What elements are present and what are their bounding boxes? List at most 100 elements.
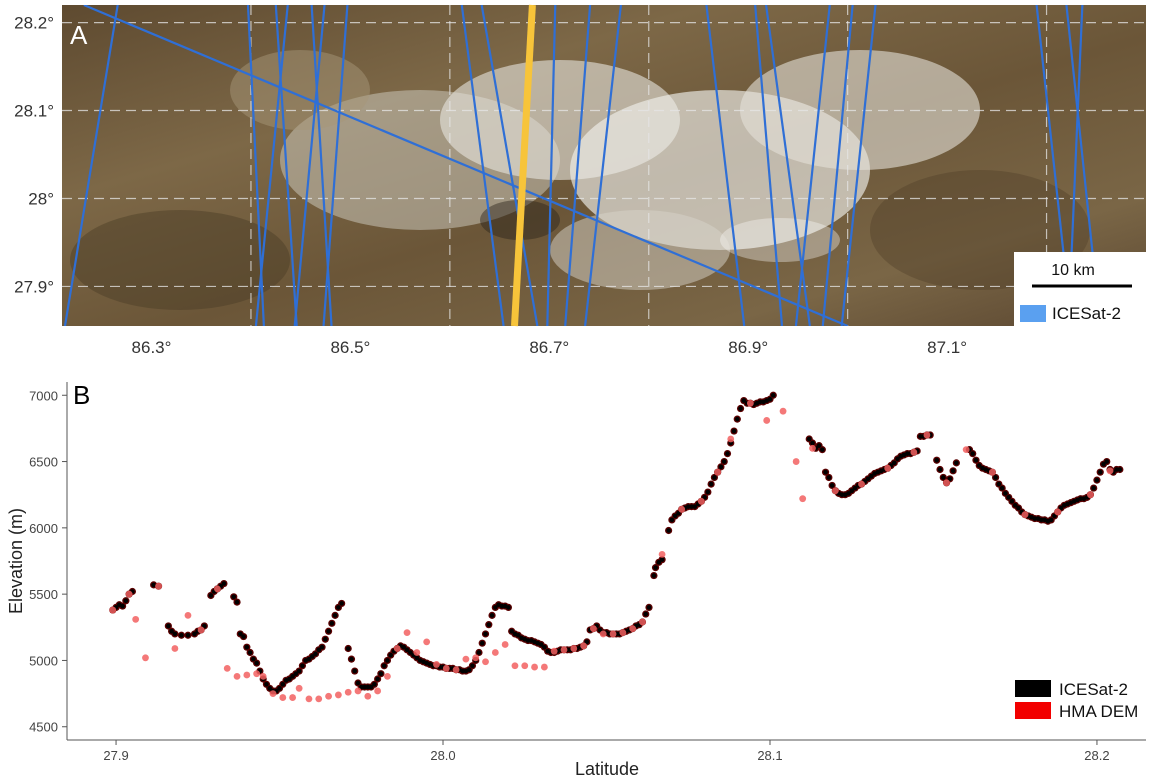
y-axis-title: Elevation (m) — [6, 508, 26, 614]
y-axis-ticks: 4500 5000 5500 6000 6500 7000 — [29, 388, 67, 735]
icesat2-point-core — [332, 613, 338, 618]
y-tick-label: 7000 — [29, 388, 58, 403]
icesat2-point-core — [509, 628, 514, 634]
icesat2-track — [480, 5, 539, 326]
hma-dem-point — [1087, 491, 1094, 499]
icesat2-point-core — [643, 611, 649, 617]
hma-dem-point — [792, 458, 800, 465]
icesat2-point-core — [313, 651, 318, 657]
panel-a-label: A — [70, 20, 88, 50]
icesat2-point-core — [712, 475, 717, 480]
x-tick-label: 28.2 — [1084, 748, 1109, 763]
hma-dem-point — [629, 625, 637, 633]
icesat2-point-core — [731, 428, 737, 434]
icesat2-point-core — [309, 654, 315, 659]
hma-dem-point — [334, 691, 342, 699]
hma-dem-point — [413, 649, 421, 656]
icesat2-point-core — [483, 631, 488, 637]
icesat2-point-core — [1009, 499, 1015, 504]
hma-dem-point — [531, 663, 538, 671]
lat-tick-label: 28.1° — [14, 102, 54, 121]
icesat2-point-core — [300, 663, 305, 669]
lon-tick-label: 86.3° — [132, 338, 172, 357]
icesat2-point-core — [976, 463, 982, 468]
icesat2-point-core — [1104, 459, 1110, 464]
icesat2-point-core — [241, 634, 246, 639]
icesat2-legend-swatch — [1020, 305, 1046, 322]
icesat2-point-core — [538, 642, 544, 647]
icesat2-track — [63, 5, 119, 326]
hma-dem-point — [184, 611, 192, 619]
icesat2-point-core — [1117, 467, 1123, 472]
lat-tick-label: 28.2° — [14, 14, 54, 33]
icesat2-point-core — [414, 655, 420, 661]
icesat2-point-core — [293, 671, 299, 677]
icesat2-point-core — [676, 510, 681, 516]
hma-dem-point — [590, 625, 597, 633]
icesat2-point-core — [352, 668, 358, 674]
icesat2-track — [840, 5, 877, 326]
hma-dem-point — [171, 645, 179, 652]
hma-dem-point — [746, 399, 754, 407]
hma-dem-point — [658, 550, 666, 558]
hma-dem-point — [858, 480, 865, 488]
hma-dem-point — [521, 662, 529, 670]
icesat2-point-core — [999, 485, 1005, 491]
icesat2-point-core — [891, 460, 897, 466]
icesat2-point-core — [489, 613, 495, 618]
icesat2-point-core — [1052, 513, 1057, 519]
hma-dem-point — [452, 666, 460, 674]
panel-b-label: B — [73, 380, 90, 410]
icesat2-point-core — [666, 528, 671, 533]
icesat2-point-core — [319, 644, 325, 650]
icesat2-point-core — [934, 457, 940, 463]
y-tick-label: 6000 — [29, 521, 58, 536]
icesat2-point-core — [839, 492, 845, 498]
hma-dem-point — [988, 468, 996, 476]
icesat2-track — [584, 5, 622, 326]
hma-dem-point — [639, 618, 646, 626]
icesat2-point-core — [1003, 491, 1008, 496]
hma-dem-point — [132, 615, 140, 623]
icesat2-point-core — [339, 601, 344, 606]
legend-swatch-hma-dem — [1015, 702, 1051, 719]
icesat2-point-core — [179, 632, 184, 638]
icesat2-point-core — [166, 623, 171, 629]
icesat2-point-core — [1101, 461, 1106, 467]
icesat2-point-core — [479, 640, 485, 646]
lon-tick-label: 86.9° — [728, 338, 768, 357]
hma-dem-point — [259, 672, 267, 680]
hma-dem-point — [570, 645, 578, 652]
icesat2-point-core — [810, 440, 815, 446]
icesat2-point-core — [237, 631, 243, 637]
hma-dem-point — [233, 672, 241, 680]
hma-dem-point — [491, 649, 499, 656]
icesat2-point-core — [208, 593, 214, 598]
icesat2-legend-label: ICESat-2 — [1052, 304, 1121, 323]
icesat2-point-core — [385, 658, 390, 663]
icesat2-point-core — [476, 650, 482, 655]
hma-dem-point — [831, 487, 839, 495]
hma-dem-point — [923, 431, 931, 439]
icesat2-track — [754, 5, 784, 326]
icesat2-point-core — [656, 560, 662, 565]
hma-dem-point — [714, 468, 722, 476]
hma-dem-point — [884, 464, 892, 472]
icesat2-point-core — [1097, 469, 1103, 475]
icesat2-point-core — [806, 436, 812, 442]
icesat2-point-core — [202, 623, 207, 629]
hma-dem-point — [550, 647, 558, 655]
hma-dem-point — [501, 641, 509, 648]
icesat2-point-core — [316, 647, 322, 653]
icesat2-point-core — [651, 573, 657, 578]
icesat2-track — [274, 5, 298, 326]
icesat2-point-core — [718, 464, 724, 470]
icesat2-point-core — [470, 663, 475, 669]
icesat2-point-core — [401, 644, 407, 650]
hma-dem-point — [580, 642, 588, 650]
hma-dem-point — [599, 630, 607, 638]
icesat2-point-core — [264, 682, 269, 687]
icesat2-point-core — [381, 663, 387, 669]
hma-dem-point — [619, 629, 627, 636]
